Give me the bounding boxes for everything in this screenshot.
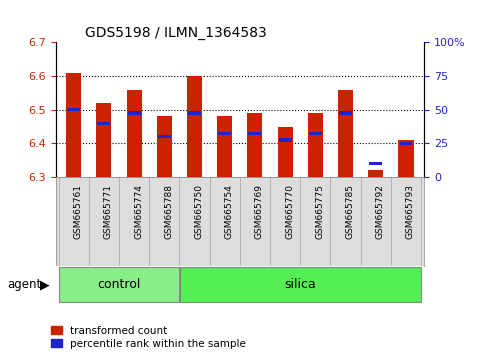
FancyBboxPatch shape: [300, 177, 330, 266]
Bar: [399, 142, 412, 145]
Bar: [339, 112, 352, 115]
Text: GSM665775: GSM665775: [315, 184, 324, 239]
Bar: [338, 90, 353, 177]
Text: GSM665754: GSM665754: [225, 184, 234, 239]
Text: GSM665785: GSM665785: [345, 184, 355, 239]
Bar: [157, 116, 172, 177]
FancyBboxPatch shape: [391, 177, 421, 266]
Bar: [96, 103, 112, 177]
Bar: [308, 113, 323, 177]
Bar: [67, 108, 80, 112]
Bar: [398, 140, 413, 177]
FancyBboxPatch shape: [119, 177, 149, 266]
Text: agent: agent: [7, 279, 42, 291]
Bar: [248, 132, 261, 135]
FancyBboxPatch shape: [330, 177, 361, 266]
Bar: [128, 112, 141, 115]
Legend: transformed count, percentile rank within the sample: transformed count, percentile rank withi…: [51, 326, 246, 349]
FancyBboxPatch shape: [240, 177, 270, 266]
Text: GSM665788: GSM665788: [164, 184, 173, 239]
Text: GSM665770: GSM665770: [285, 184, 294, 239]
Bar: [309, 132, 322, 135]
Text: GSM665774: GSM665774: [134, 184, 143, 239]
Text: silica: silica: [284, 279, 316, 291]
Text: GSM665750: GSM665750: [195, 184, 203, 239]
Text: GSM665771: GSM665771: [104, 184, 113, 239]
Text: ▶: ▶: [40, 279, 50, 291]
Text: GSM665792: GSM665792: [376, 184, 385, 239]
Text: control: control: [97, 279, 141, 291]
Bar: [127, 90, 142, 177]
FancyBboxPatch shape: [180, 268, 421, 302]
FancyBboxPatch shape: [149, 177, 179, 266]
Bar: [158, 135, 170, 138]
FancyBboxPatch shape: [361, 177, 391, 266]
Bar: [369, 162, 382, 165]
Bar: [188, 112, 201, 115]
Bar: [247, 113, 262, 177]
Text: GSM665761: GSM665761: [74, 184, 83, 239]
FancyBboxPatch shape: [210, 177, 240, 266]
Bar: [187, 76, 202, 177]
Text: GSM665793: GSM665793: [406, 184, 415, 239]
Bar: [218, 132, 231, 135]
FancyBboxPatch shape: [89, 177, 119, 266]
Bar: [279, 138, 292, 142]
Bar: [278, 126, 293, 177]
Text: GDS5198 / ILMN_1364583: GDS5198 / ILMN_1364583: [85, 26, 267, 40]
Bar: [66, 73, 81, 177]
Bar: [98, 121, 110, 125]
Bar: [368, 170, 384, 177]
Bar: [217, 116, 232, 177]
Text: GSM665769: GSM665769: [255, 184, 264, 239]
FancyBboxPatch shape: [58, 177, 89, 266]
FancyBboxPatch shape: [58, 268, 179, 302]
FancyBboxPatch shape: [270, 177, 300, 266]
FancyBboxPatch shape: [179, 177, 210, 266]
